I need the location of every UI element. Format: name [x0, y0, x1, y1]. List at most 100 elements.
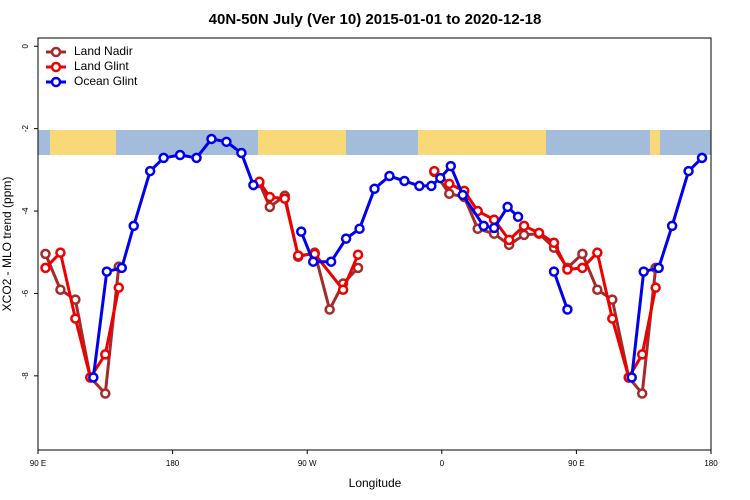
data-point — [116, 262, 128, 274]
data-point — [174, 149, 186, 161]
data-point — [548, 266, 560, 277]
data-point — [100, 349, 111, 360]
data-point — [144, 165, 156, 177]
land-strip — [258, 130, 346, 155]
data-point — [325, 256, 337, 267]
series-line — [91, 137, 704, 378]
data-point — [638, 266, 649, 277]
land-strip — [50, 130, 116, 155]
y-tick-label: -2 — [21, 125, 30, 133]
data-point — [221, 136, 232, 148]
legend-label: Land Nadir — [74, 44, 133, 58]
data-point — [577, 248, 588, 260]
data-point — [683, 165, 694, 177]
legend-marker — [50, 61, 62, 73]
data-point — [88, 372, 99, 383]
legend-marker — [50, 46, 62, 58]
data-point — [562, 264, 573, 275]
data-point — [512, 211, 524, 223]
data-point — [340, 233, 352, 244]
data-point — [426, 180, 437, 192]
data-point — [236, 147, 247, 159]
y-tick-label: -8 — [21, 372, 30, 380]
data-point — [577, 262, 588, 274]
data-point — [307, 256, 319, 267]
data-point — [191, 152, 202, 164]
data-point — [128, 220, 139, 232]
data-point — [592, 247, 603, 258]
data-point — [264, 191, 276, 203]
legend-label: Ocean Glint — [74, 74, 138, 88]
data-point — [384, 170, 395, 182]
x-tick-label: 90 W — [298, 459, 317, 468]
data-point — [444, 188, 455, 199]
map-strip — [38, 130, 711, 155]
data-point — [650, 282, 661, 293]
data-point — [55, 284, 66, 295]
data-point — [113, 282, 125, 293]
x-tick-label: 180 — [704, 459, 718, 468]
data-point — [279, 193, 291, 204]
data-point — [206, 133, 217, 145]
data-point — [562, 304, 573, 315]
data-point — [636, 388, 648, 399]
land-strip — [418, 130, 546, 155]
data-point — [696, 152, 708, 164]
data-point — [55, 247, 66, 258]
chart-title: 40N-50N July (Ver 10) 2015-01-01 to 2020… — [209, 11, 542, 28]
data-point — [352, 262, 364, 274]
plot-frame — [37, 37, 712, 451]
x-tick-label: 0 — [440, 459, 445, 468]
data-point — [399, 175, 410, 187]
series-line — [44, 171, 658, 398]
data-point — [503, 234, 515, 246]
y-tick-label: -4 — [21, 207, 30, 215]
data-point — [548, 237, 560, 249]
series-line — [44, 169, 658, 382]
data-point — [70, 313, 81, 324]
data-point — [369, 183, 380, 195]
y-tick-label: -6 — [21, 289, 30, 297]
data-point — [40, 262, 51, 274]
data-point — [100, 388, 111, 399]
y-tick-label: 0 — [21, 43, 30, 48]
data-point — [518, 229, 530, 241]
data-point — [40, 248, 51, 260]
x-axis-label: Longitude — [349, 476, 402, 490]
data-point — [445, 160, 457, 172]
data-point — [337, 284, 349, 295]
y-axis-label: XCO2 - MLO trend (ppm) — [0, 177, 14, 312]
data-point — [264, 201, 276, 213]
land-strip — [650, 130, 660, 155]
x-tick-label: 90 E — [568, 459, 584, 468]
data-point — [457, 189, 468, 201]
x-tick-label: 180 — [166, 459, 180, 468]
data-point — [478, 220, 489, 232]
x-tick-label: 90 E — [30, 459, 46, 468]
data-point — [158, 152, 169, 164]
data-point — [653, 262, 664, 274]
data-point — [592, 284, 603, 295]
data-point — [324, 304, 335, 315]
data-point — [101, 266, 113, 277]
data-point — [518, 220, 530, 232]
legend-label: Land Glint — [74, 59, 129, 73]
data-point — [248, 179, 259, 191]
data-point — [488, 222, 500, 234]
data-point — [435, 172, 446, 184]
data-point — [429, 165, 440, 177]
data-point — [444, 178, 455, 190]
ocean-strip — [38, 130, 711, 155]
data-point — [636, 349, 648, 360]
data-point — [354, 223, 365, 235]
legend-marker — [50, 76, 62, 88]
data-point — [352, 249, 364, 260]
data-point — [607, 313, 618, 324]
data-point — [626, 372, 637, 383]
data-point — [414, 180, 425, 192]
data-point — [292, 250, 304, 261]
data-point — [502, 201, 513, 213]
data-point — [666, 220, 678, 232]
